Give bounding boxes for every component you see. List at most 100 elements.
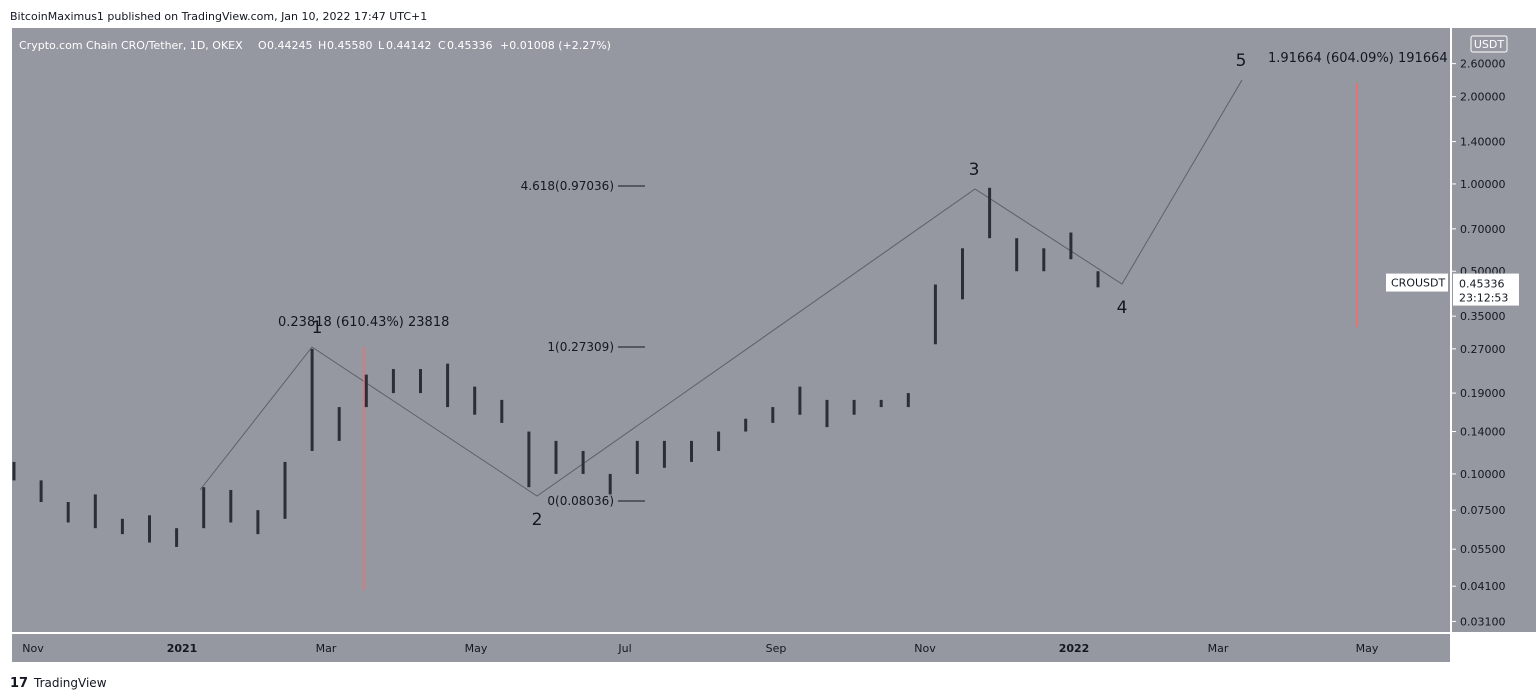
price-bar (391, 369, 395, 394)
symbol: Crypto.com Chain CRO/Tether, 1D, OKEX (19, 39, 243, 52)
price-bar (635, 440, 639, 474)
currency: USDT (1474, 38, 1505, 51)
value: 0.44245 (267, 39, 313, 52)
wave-label: 1 (312, 318, 323, 338)
x-tick-label: Sep (766, 642, 787, 655)
y-tick-label: 0.05500 (1460, 543, 1506, 556)
price-bar (229, 490, 233, 523)
legend: Crypto.com Chain CRO/Tether, 1D, OKEX O … (19, 39, 611, 52)
symbol-badge (1386, 273, 1448, 292)
logo-mark: 17 (10, 676, 28, 691)
price-bar (825, 399, 829, 428)
price-bar (662, 440, 666, 468)
price-bar (202, 487, 206, 529)
price-bar (717, 431, 721, 451)
price-bar (93, 494, 97, 529)
y-tick-label: 0.04100 (1460, 580, 1506, 593)
x-tick-label: Nov (914, 642, 936, 655)
value: 0.45580 (327, 39, 373, 52)
footer: 17 TradingView (10, 676, 107, 691)
x-tick-label: Nov (22, 642, 44, 655)
price-bar (120, 518, 124, 535)
price-bar (12, 461, 16, 481)
y-tick-label: 0.14000 (1460, 426, 1506, 439)
price-bar (906, 393, 910, 408)
key: C (438, 39, 446, 52)
price-badge-value: 0.45336 (1459, 278, 1505, 291)
wave-label: 4 (1117, 298, 1128, 318)
price-bar (879, 399, 883, 408)
key: H (318, 39, 326, 52)
price-bar (961, 248, 964, 300)
price-bar (852, 399, 856, 415)
x-tick-label: 2021 (167, 642, 198, 655)
price-bar (310, 348, 314, 451)
price-bar (1069, 232, 1073, 260)
price-bar (527, 431, 531, 488)
y-tick-label: 0.35000 (1460, 310, 1506, 323)
price-bar (581, 450, 585, 474)
price-badge (1453, 273, 1519, 306)
x-tick-label: May (465, 642, 488, 655)
price-bar (446, 363, 450, 408)
target-label: 1.91664 (604.09%) 191664 (1268, 51, 1448, 66)
time-axis-pane (12, 634, 1450, 662)
price-bar (1015, 238, 1019, 272)
time-axis: Nov 2021 Mar May Jul Sep Nov 2022 Mar May (22, 642, 1379, 655)
x-tick-label: Jul (617, 642, 631, 655)
key: L (378, 39, 385, 52)
price-bar (419, 369, 422, 394)
price-bar (608, 473, 612, 495)
price-bar (771, 407, 775, 423)
price-bar (175, 528, 179, 547)
countdown: 23:12:53 (1459, 292, 1508, 305)
x-tick-label: May (1356, 642, 1379, 655)
wave-label: 3 (969, 160, 980, 180)
wave-label: 5 (1236, 51, 1247, 71)
price-bar (1042, 248, 1046, 272)
x-tick-label: Mar (1208, 642, 1229, 655)
price-bar (473, 386, 477, 415)
price-bar (744, 418, 748, 432)
fib-label: 1(0.27309) (547, 340, 614, 354)
y-tick-label: 0.19000 (1460, 387, 1506, 400)
y-tick-label: 2.60000 (1460, 58, 1506, 71)
price-bar (148, 515, 151, 543)
x-tick-label: Mar (316, 642, 337, 655)
price-bar (690, 440, 693, 462)
price-bars (12, 187, 1100, 547)
price-bar (1096, 271, 1100, 288)
price-bar (283, 461, 287, 519)
price-bar (39, 480, 43, 503)
chart-pane (12, 28, 1450, 632)
y-tick-label: 0.27000 (1460, 343, 1506, 356)
price-bar (798, 386, 802, 415)
price-bar (337, 407, 341, 441)
y-tick-label: 2.00000 (1460, 91, 1506, 104)
price-bar (933, 284, 937, 345)
price-bar (554, 440, 558, 474)
y-tick-label: 0.03100 (1460, 615, 1506, 628)
price-axis-pane (1452, 28, 1536, 632)
fib-label: 0(0.08036) (547, 494, 614, 508)
brand: TradingView (33, 676, 107, 690)
price-bar (364, 374, 368, 408)
value: 0.45336 (447, 39, 493, 52)
change: +0.01008 (+2.27%) (500, 39, 611, 52)
fib-label: 4.618(0.97036) (521, 179, 614, 193)
price-axis: 2.600002.000001.400001.000000.700000.500… (1386, 58, 1519, 628)
y-tick-label: 0.70000 (1460, 223, 1506, 236)
price-bar (500, 399, 504, 423)
key: O (258, 39, 267, 52)
value: 0.44142 (386, 39, 432, 52)
target-label: 0.23818 (610.43%) 23818 (278, 315, 449, 330)
y-tick-label: 0.10000 (1460, 468, 1506, 481)
y-tick-label: 1.00000 (1460, 178, 1506, 191)
currency-box (1470, 35, 1508, 53)
price-bar (988, 187, 992, 239)
x-tick-label: 2022 (1059, 642, 1090, 655)
wave-path (199, 79, 1243, 497)
y-tick-label: 0.07500 (1460, 504, 1506, 517)
